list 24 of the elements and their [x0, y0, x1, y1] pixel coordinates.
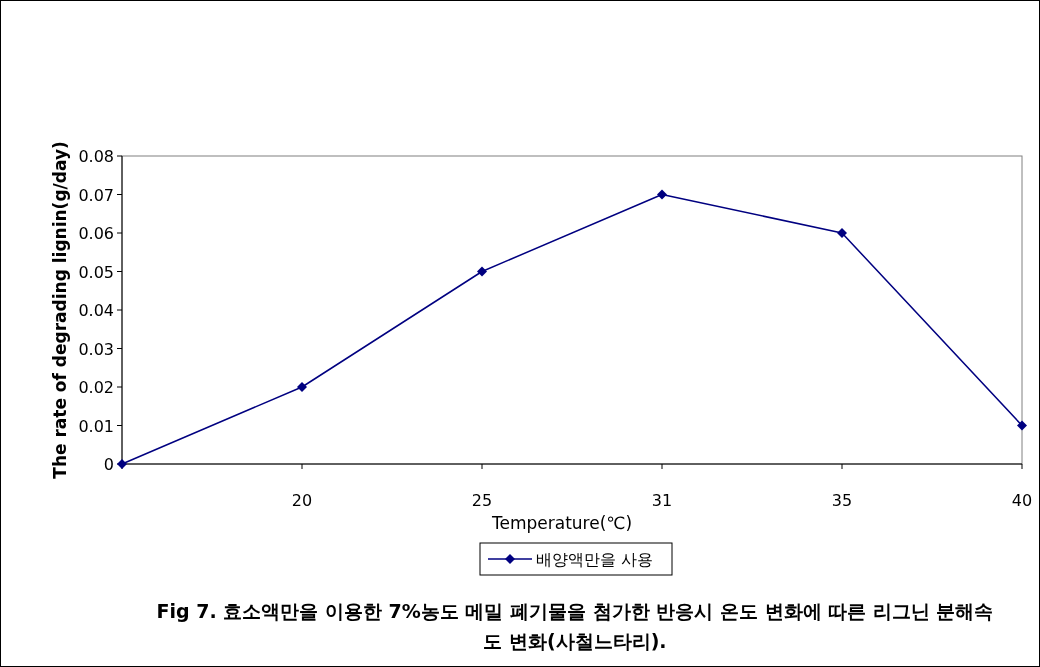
point [837, 228, 847, 238]
y-tick-label: 0.07 [78, 185, 114, 205]
y-tick-label: 0.08 [78, 147, 114, 166]
y-tick-label: 0.04 [78, 301, 114, 320]
y-tick-label: 0.06 [78, 224, 114, 243]
y-tick-label: 0 [103, 455, 114, 474]
y-tick-label: 0.02 [78, 378, 114, 397]
x-axis-title: Temperature(℃) [490, 513, 633, 533]
y-tick-label: 0.01 [78, 416, 114, 436]
point [1017, 420, 1027, 431]
caption: Fig 7. 효소액만을 이용한 7%농도 메밀 폐기물을 첨가한 반응시 온도 변화에 따른 리그닌 분해속도 변화(사철느타리). [155, 599, 995, 654]
legend-label: 배양액만을 사용 [536, 550, 654, 569]
point [297, 382, 307, 392]
legend: 배양액만을 사용 [479, 542, 673, 576]
y-tick-label: 0.05 [78, 262, 114, 282]
x-tick-label: 20 [291, 491, 313, 510]
x-tick-label: 35 [831, 491, 853, 510]
x-tick-label: 25 [471, 491, 493, 510]
y-axis-title: The rate of degrading lignin(g/day) [50, 141, 70, 479]
y-tick-label: 0.03 [78, 339, 114, 359]
x-tick-label: 40 [1011, 491, 1033, 510]
x-tick-label: 31 [651, 491, 673, 510]
point [477, 266, 487, 277]
point [657, 189, 667, 200]
